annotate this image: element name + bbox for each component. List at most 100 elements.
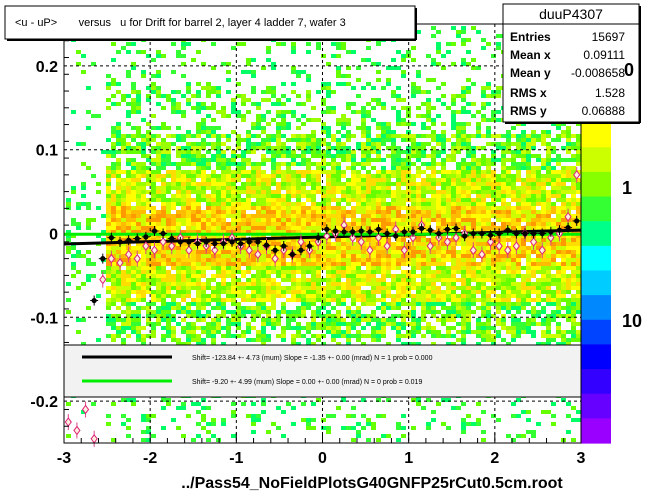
density-cell <box>246 254 251 258</box>
density-cell <box>356 110 361 114</box>
density-cell <box>451 194 456 198</box>
density-cell <box>331 270 336 274</box>
density-cell <box>346 334 351 338</box>
density-cell <box>181 406 186 410</box>
density-cell <box>161 158 166 162</box>
density-cell <box>151 206 156 210</box>
density-cell <box>456 262 461 266</box>
density-cell <box>331 414 336 418</box>
density-cell <box>206 242 211 246</box>
density-cell <box>486 178 491 182</box>
density-cell <box>466 150 471 154</box>
density-cell <box>341 266 346 270</box>
density-cell <box>296 202 301 206</box>
density-cell <box>176 426 181 430</box>
density-cell <box>171 298 176 302</box>
density-cell <box>426 326 431 330</box>
density-cell <box>341 270 346 274</box>
density-cell <box>296 210 301 214</box>
density-cell <box>481 106 486 110</box>
density-cell <box>451 258 456 262</box>
density-cell <box>316 298 321 302</box>
density-cell <box>106 270 111 274</box>
density-cell <box>251 218 256 222</box>
density-cell <box>431 262 436 266</box>
density-cell <box>406 314 411 318</box>
density-cell <box>391 250 396 254</box>
density-cell <box>141 218 146 222</box>
density-cell <box>491 302 496 306</box>
density-cell <box>131 330 136 334</box>
density-cell <box>341 298 346 302</box>
density-cell <box>506 270 511 274</box>
density-cell <box>441 278 446 282</box>
density-cell <box>266 278 271 282</box>
density-cell <box>481 226 486 230</box>
density-cell <box>111 314 116 318</box>
density-cell <box>436 50 441 54</box>
density-cell <box>251 230 256 234</box>
density-cell <box>151 298 156 302</box>
density-cell <box>341 426 346 430</box>
density-cell <box>166 162 171 166</box>
density-cell <box>431 290 436 294</box>
density-cell <box>506 206 511 210</box>
density-cell <box>476 166 481 170</box>
density-cell <box>281 334 286 338</box>
density-cell <box>66 238 71 242</box>
density-cell <box>121 98 126 102</box>
density-cell <box>276 194 281 198</box>
density-cell <box>456 174 461 178</box>
density-cell <box>431 146 436 150</box>
density-cell <box>346 226 351 230</box>
density-cell <box>306 322 311 326</box>
density-cell <box>281 174 286 178</box>
density-cell <box>286 122 291 126</box>
density-cell <box>391 242 396 246</box>
density-cell <box>396 146 401 150</box>
density-cell <box>376 222 381 226</box>
density-cell <box>156 258 161 262</box>
density-cell <box>416 322 421 326</box>
density-cell <box>391 286 396 290</box>
density-cell <box>451 114 456 118</box>
density-cell <box>451 286 456 290</box>
density-cell <box>501 150 506 154</box>
density-cell <box>326 246 331 250</box>
density-cell <box>486 274 491 278</box>
density-cell <box>456 406 461 410</box>
density-cell <box>476 174 481 178</box>
density-cell <box>331 174 336 178</box>
density-cell <box>341 214 346 218</box>
density-cell <box>161 314 166 318</box>
density-cell <box>131 158 136 162</box>
density-cell <box>506 174 511 178</box>
density-cell <box>481 314 486 318</box>
density-cell <box>496 210 501 214</box>
density-cell <box>151 194 156 198</box>
density-cell <box>461 110 466 114</box>
density-cell <box>326 210 331 214</box>
density-cell <box>451 94 456 98</box>
density-cell <box>106 106 111 110</box>
density-cell <box>431 342 436 346</box>
density-cell <box>141 70 146 74</box>
density-cell <box>341 134 346 138</box>
density-cell <box>471 154 476 158</box>
density-cell <box>126 150 131 154</box>
density-cell <box>491 270 496 274</box>
density-cell <box>451 98 456 102</box>
density-cell <box>451 302 456 306</box>
density-cell <box>181 262 186 266</box>
density-cell <box>266 90 271 94</box>
density-cell <box>226 170 231 174</box>
density-cell <box>326 318 331 322</box>
density-cell <box>126 186 131 190</box>
density-cell <box>236 314 241 318</box>
density-cell <box>156 234 161 238</box>
density-cell <box>381 294 386 298</box>
density-cell <box>131 258 136 262</box>
density-cell <box>136 234 141 238</box>
density-cell <box>211 234 216 238</box>
density-cell <box>286 218 291 222</box>
